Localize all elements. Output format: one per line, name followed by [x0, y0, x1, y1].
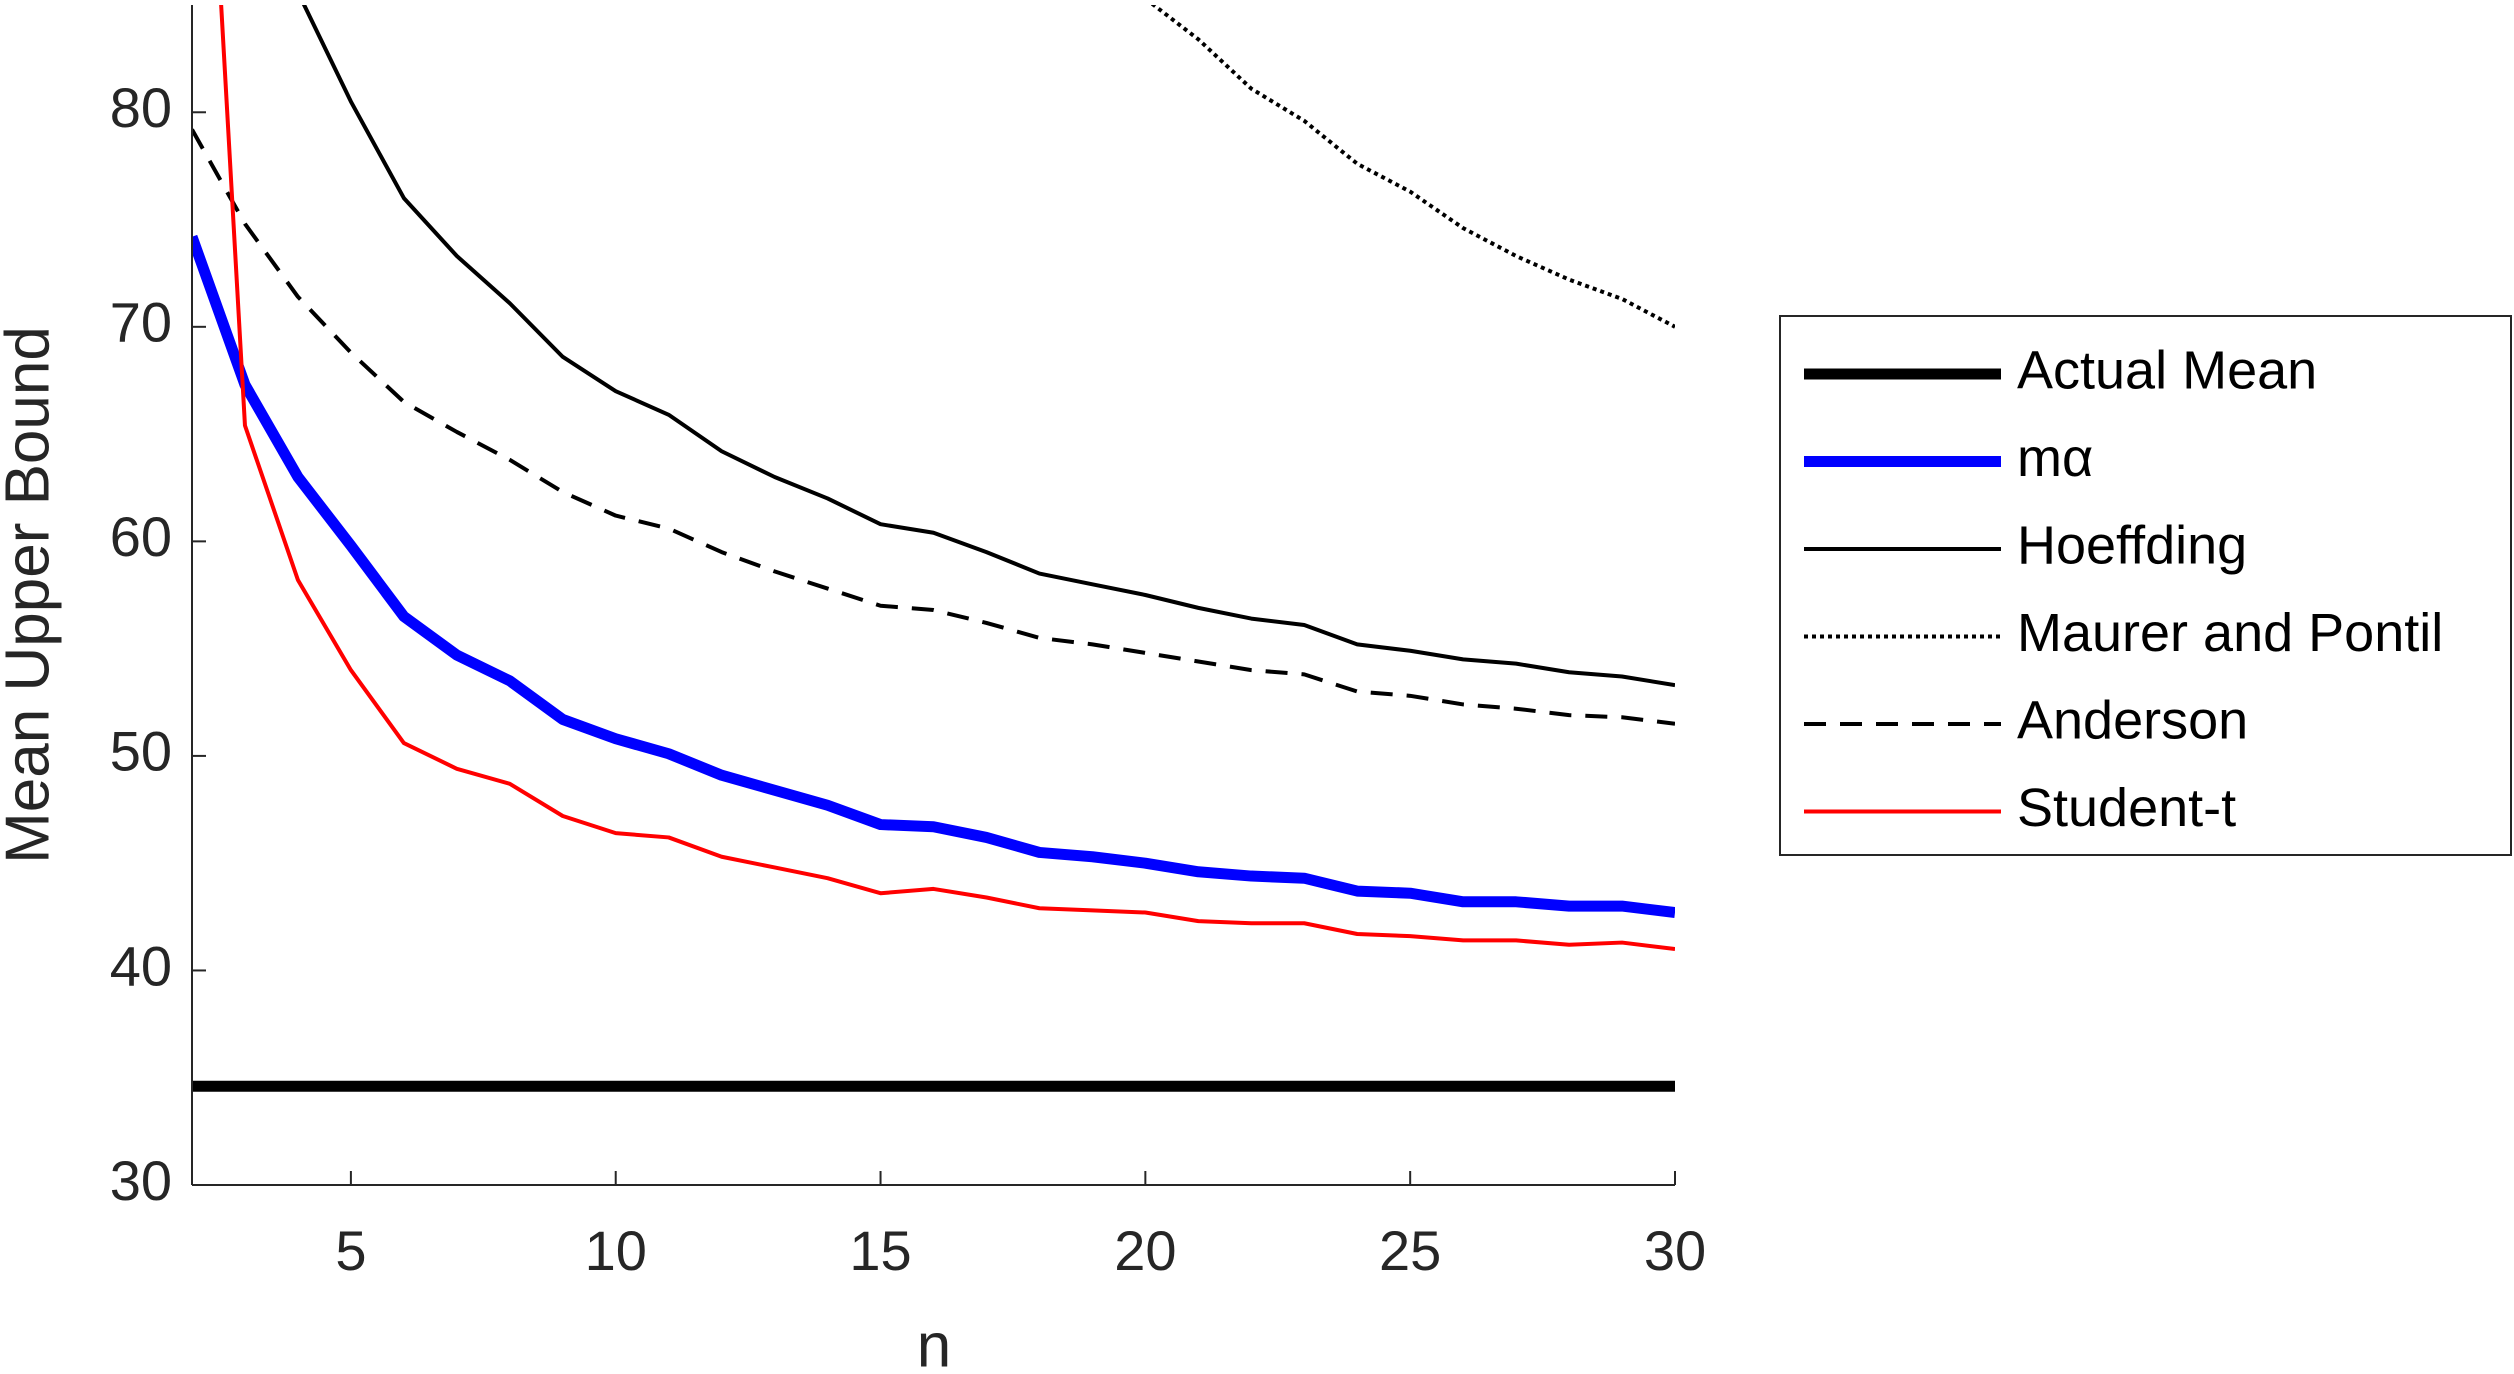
legend-box — [1779, 315, 2512, 856]
y-tick-label: 70 — [110, 291, 172, 354]
y-tick-label: 30 — [110, 1149, 172, 1212]
legend-label: Hoeffding — [2017, 515, 2247, 575]
legend-label: Student-t — [2017, 778, 2236, 838]
legend-label: Anderson — [2017, 690, 2248, 750]
x-tick-label: 10 — [585, 1219, 647, 1282]
x-tick-label: 25 — [1379, 1219, 1441, 1282]
y-tick-label: 40 — [110, 934, 172, 997]
legend-label: Maurer and Pontil — [2017, 603, 2443, 663]
legend-label: Actual Mean — [2017, 340, 2317, 400]
x-axis-label: n — [917, 1311, 951, 1374]
x-tick-label: 15 — [849, 1219, 911, 1282]
legend-label: mα — [2017, 428, 2093, 488]
x-tick-label: 30 — [1644, 1219, 1706, 1282]
y-axis-label: Mean Upper Bound — [0, 326, 62, 864]
y-tick-label: 80 — [110, 76, 172, 139]
series-line — [192, 234, 1675, 918]
plot-area — [192, 5, 1675, 1092]
series-line — [1150, 5, 1675, 329]
series-line — [301, 5, 1675, 688]
x-tick-label: 5 — [335, 1219, 366, 1282]
y-tick-label: 60 — [110, 505, 172, 568]
series-line — [219, 5, 1675, 951]
y-tick-label: 50 — [110, 720, 172, 783]
series-line — [192, 128, 1675, 726]
x-tick-label: 20 — [1114, 1219, 1176, 1282]
